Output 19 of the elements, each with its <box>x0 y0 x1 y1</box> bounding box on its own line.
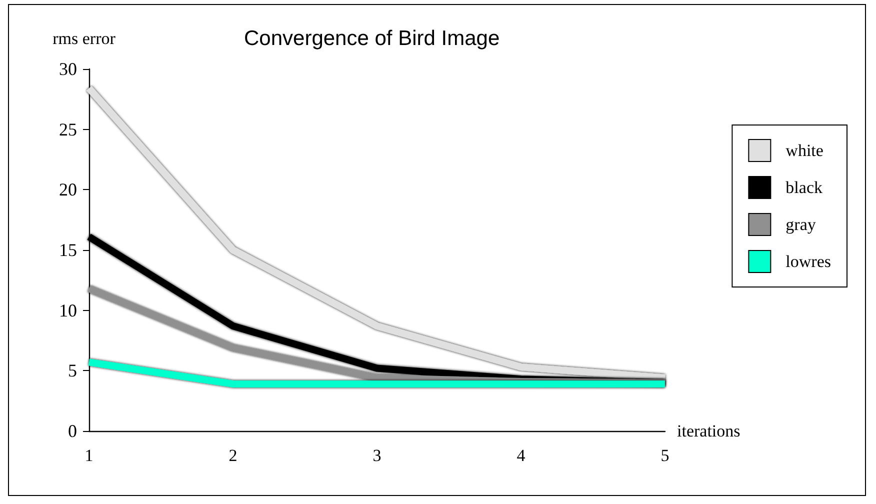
y-tick-label: 0 <box>68 421 77 441</box>
y-tick-label: 30 <box>59 59 77 79</box>
legend-label: lowres <box>786 252 832 271</box>
y-tick-label: 10 <box>59 300 77 320</box>
legend-label: white <box>786 141 824 160</box>
x-axis-title: iterations <box>677 422 740 440</box>
legend-label: gray <box>786 215 816 234</box>
x-tick-label: 4 <box>516 446 526 465</box>
y-tick-label: 20 <box>59 180 77 200</box>
y-axis-title: rms error <box>52 29 116 48</box>
legend-label: black <box>786 178 823 197</box>
y-tick-label: 5 <box>68 360 77 381</box>
x-tick-label: 2 <box>228 446 238 465</box>
x-tick-label: 3 <box>372 446 382 465</box>
x-tick-label: 5 <box>660 446 670 465</box>
y-tick-label: 15 <box>59 240 77 260</box>
chart-title: Convergence of Bird Image <box>244 27 500 50</box>
x-tick-label: 1 <box>84 446 94 465</box>
y-tick-label: 25 <box>59 119 77 140</box>
